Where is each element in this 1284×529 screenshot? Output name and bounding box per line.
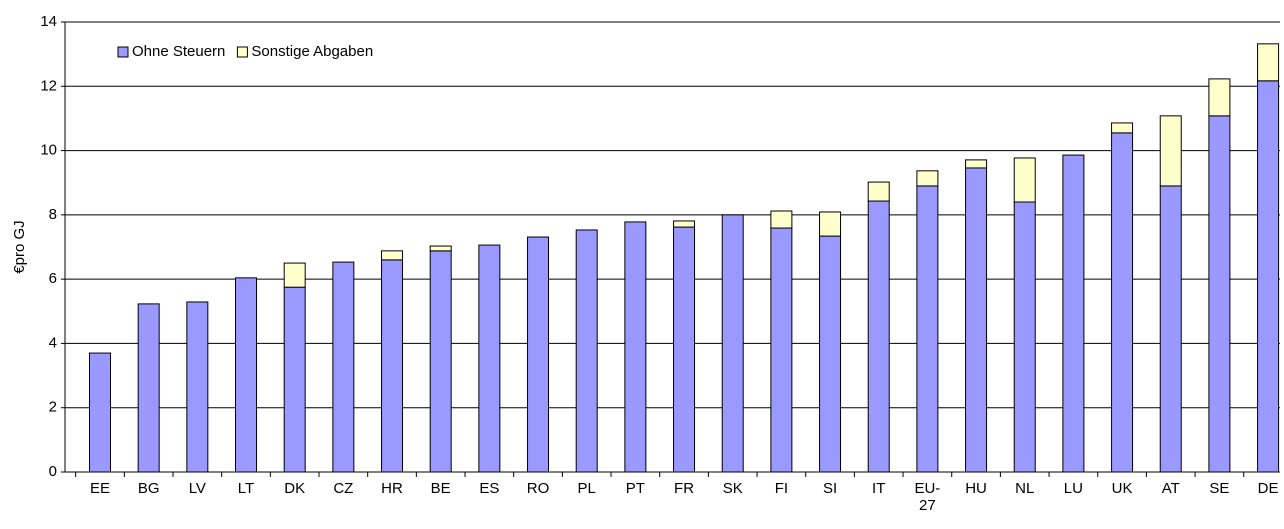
x-tick-label: NL <box>1015 480 1035 497</box>
legend-label: Sonstige Abgaben <box>251 43 373 60</box>
y-tick-label: 4 <box>49 334 57 351</box>
bar-segment <box>186 301 209 473</box>
bar-segment <box>1111 132 1134 473</box>
x-tick-label: PL <box>577 480 596 497</box>
x-tick-label: BG <box>137 480 160 497</box>
bar-segment <box>916 170 939 187</box>
bar-segment <box>673 220 696 228</box>
x-tick-label: SE <box>1209 480 1230 497</box>
x-tick-label: FI <box>774 480 789 497</box>
x-tick-label: LU <box>1063 480 1083 497</box>
x-tick-label: HR <box>381 480 403 497</box>
x-tick-label: SI <box>822 480 838 497</box>
bar-segment <box>1013 201 1036 473</box>
bar-segment <box>381 259 404 473</box>
x-tick-label: SK <box>722 480 743 497</box>
bar-segment <box>1062 154 1085 473</box>
x-tick-label: EE <box>89 480 110 497</box>
bar-segment <box>770 227 793 473</box>
bar-segment <box>283 262 306 288</box>
bar-segment <box>332 261 355 473</box>
x-tick-label: DE <box>1257 480 1279 497</box>
bar-segment <box>1257 43 1280 82</box>
bar-segment <box>673 226 696 473</box>
x-tick-label: CZ <box>333 480 354 497</box>
bar-segment <box>1208 115 1231 473</box>
legend-label: Ohne Steuern <box>132 43 225 60</box>
bar-segment <box>867 181 890 202</box>
y-tick-label: 10 <box>40 142 57 159</box>
bar-segment <box>1208 78 1231 117</box>
bar-segment <box>916 185 939 473</box>
bar-segment <box>1159 115 1182 187</box>
bar-segment <box>867 200 890 473</box>
x-tick-label: LV <box>188 480 206 497</box>
legend-swatch <box>117 46 129 58</box>
bar-segment <box>965 159 988 169</box>
y-tick-label: 6 <box>49 270 57 287</box>
x-tick-label: BE <box>430 480 451 497</box>
bar-segment <box>235 277 258 473</box>
bar-segment <box>575 229 598 473</box>
bar-segment <box>89 352 111 473</box>
y-axis-label: €pro GJ <box>11 220 28 273</box>
bar-segment <box>819 211 842 237</box>
bar-segment <box>478 244 501 473</box>
bar-segment <box>381 250 404 261</box>
bar-segment <box>721 214 744 473</box>
bar-segment <box>429 250 452 473</box>
bar-segment <box>1111 122 1134 134</box>
y-tick-label: 2 <box>49 399 57 416</box>
bar-segment <box>527 236 550 473</box>
y-tick-label: 12 <box>40 77 57 94</box>
bar-segment <box>819 235 842 473</box>
bar-segment <box>770 210 793 229</box>
bar-segment <box>283 286 306 473</box>
bar-segment <box>429 245 452 252</box>
x-tick-label: PT <box>625 480 645 497</box>
x-tick-label: ES <box>479 480 500 497</box>
x-tick-label: EU-27 <box>914 480 941 514</box>
x-tick-label: IT <box>872 480 886 497</box>
bar-segment <box>1013 157 1036 203</box>
x-tick-label: HU <box>965 480 987 497</box>
bar-segment <box>1257 80 1280 473</box>
y-tick-label: 0 <box>49 463 57 480</box>
bar-segment <box>965 167 988 473</box>
x-tick-label: FR <box>674 480 695 497</box>
x-tick-label: LT <box>237 480 255 497</box>
x-tick-label: UK <box>1111 480 1133 497</box>
legend-swatch <box>236 46 248 58</box>
bar-segment <box>137 303 160 473</box>
x-tick-label: AT <box>1161 480 1180 497</box>
y-tick-label: 14 <box>40 13 57 30</box>
bar-segment <box>624 221 647 473</box>
bar-segment <box>1159 185 1182 473</box>
x-tick-label: DK <box>284 480 306 497</box>
y-tick-label: 8 <box>49 206 57 223</box>
x-tick-label: RO <box>526 480 550 497</box>
